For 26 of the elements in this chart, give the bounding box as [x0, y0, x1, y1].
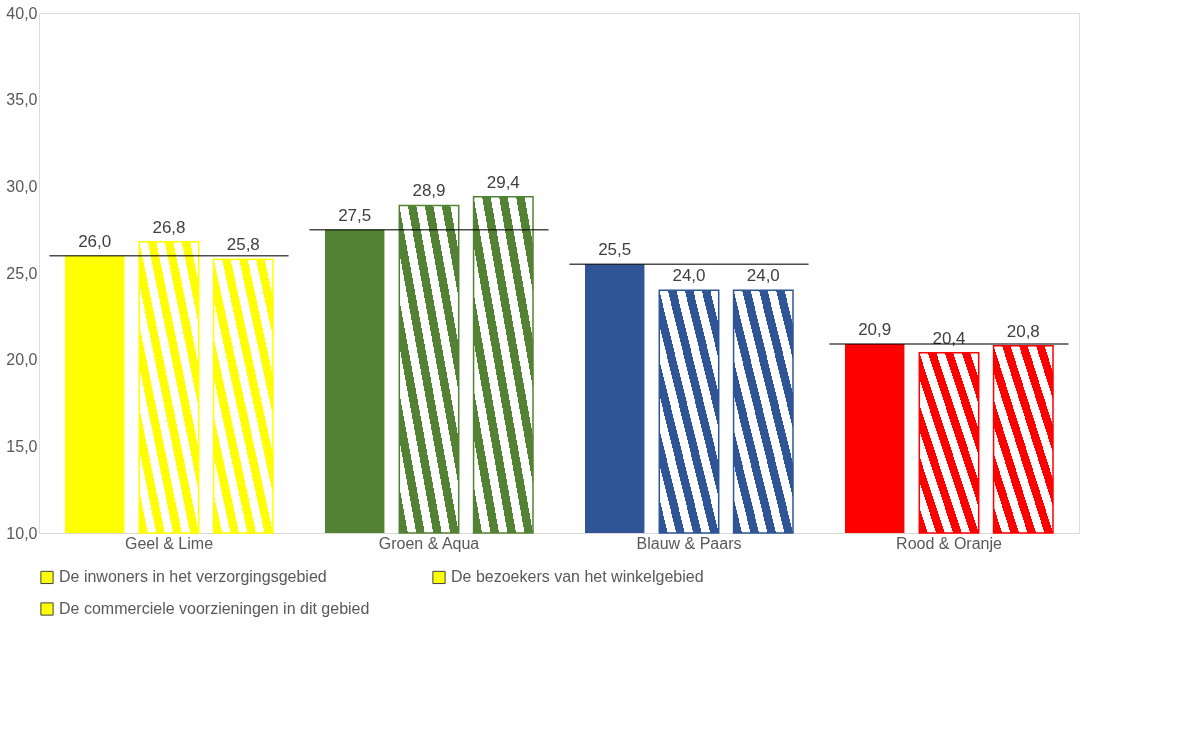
data-label: 24,0: [672, 266, 706, 286]
x-tick-label: Geel & Lime: [124, 534, 214, 552]
data-label: 28,9: [412, 181, 446, 201]
data-label: 25,5: [598, 240, 632, 260]
y-tick-label: 20,0: [6, 351, 38, 369]
y-tick-label: 15,0: [6, 437, 38, 455]
x-tick-label: Rood & Oranje: [896, 534, 1003, 552]
x-tick-label: Blauw & Paars: [636, 534, 742, 552]
data-label: 26,0: [78, 231, 112, 251]
y-tick-label: 25,0: [6, 264, 38, 282]
data-label: 24,0: [746, 266, 780, 286]
legend-label: De inwoners in het verzorgingsgebied: [59, 568, 327, 586]
data-label: 20,8: [1006, 321, 1040, 341]
y-tick-label: 40,0: [6, 4, 38, 22]
y-tick-label: 10,0: [6, 524, 38, 542]
data-label: 27,5: [338, 205, 372, 225]
data-label: 20,9: [858, 320, 892, 340]
y-tick-label: 30,0: [6, 177, 38, 195]
legend-label: De commerciele voorzieningen in dit gebied: [59, 600, 370, 617]
data-label: 25,8: [226, 235, 260, 255]
data-label: 26,8: [152, 217, 186, 237]
y-tick-label: 35,0: [6, 91, 38, 109]
x-tick-label: Groen & Aqua: [378, 534, 480, 552]
data-label: 29,4: [486, 172, 520, 192]
data-label: 20,4: [932, 328, 966, 348]
legend-label: De bezoekers van het winkelgebied: [451, 568, 704, 586]
